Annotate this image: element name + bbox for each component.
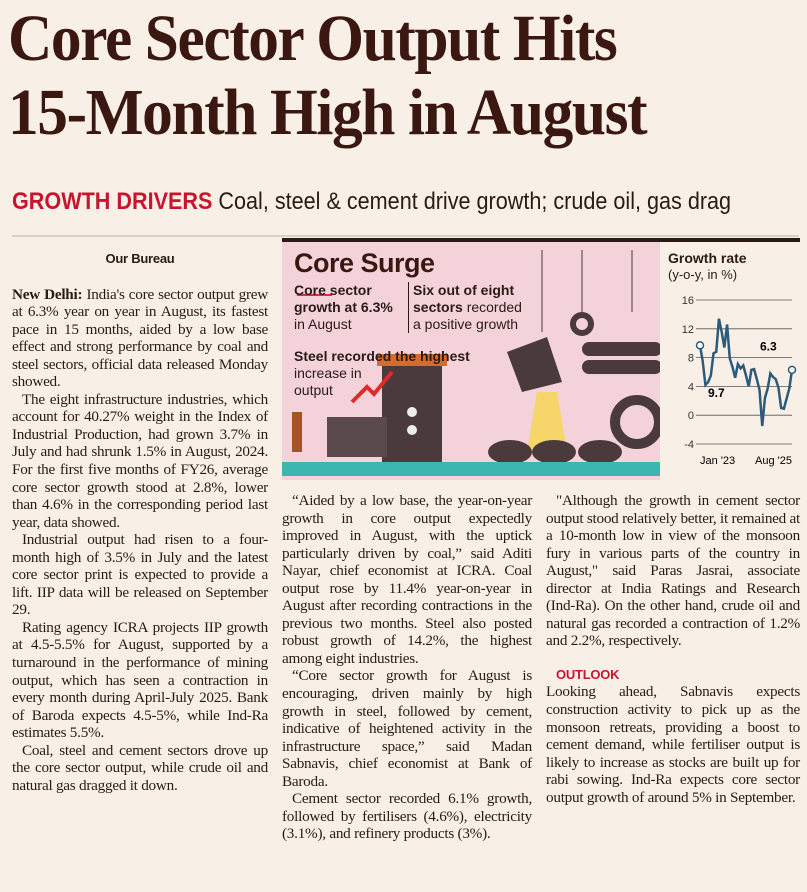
dateline: New Delhi: <box>12 285 83 303</box>
x-tick-label: Aug '25 <box>755 455 792 467</box>
y-tick-label: 4 <box>688 381 694 393</box>
stat-text: Steel recorded the highest <box>294 348 470 364</box>
y-tick-label: 12 <box>682 324 694 336</box>
y-tick-label: 16 <box>682 295 694 307</box>
headline: Core Sector Output Hits 15-Month High in… <box>8 2 747 150</box>
stat-text: a positive growth <box>413 316 519 332</box>
paragraph: Coal, steel and cement sectors drove up … <box>12 741 268 794</box>
paragraph: Industrial output had risen to a four-mo… <box>12 531 268 619</box>
stat-text: sectors <box>413 299 463 315</box>
series-line <box>698 318 794 427</box>
stat-sectors: Six out of eight sectors recorded a posi… <box>408 282 522 333</box>
stat-core-growth: Core sector growth at 6.3% in August <box>294 282 393 333</box>
stat-text: in August <box>294 316 352 332</box>
y-tick-label: 0 <box>688 410 694 422</box>
paragraph: New Delhi: India's core sector output gr… <box>12 286 268 391</box>
subheadline: GROWTH DRIVERS Coal, steel & cement driv… <box>12 188 731 216</box>
steel-plant-illustration <box>292 250 660 464</box>
headline-line-2: 15-Month High in August <box>8 76 648 149</box>
byline: Our Bureau <box>105 251 175 266</box>
paragraph: Looking ahead, Sabnavis expects construc… <box>546 683 800 806</box>
column-3: "Although the growth in cement sector ou… <box>546 492 800 806</box>
headline-line-1: Core Sector Output Hits <box>8 2 618 75</box>
infographic: Core Surge Core sector growth at 6.3% in… <box>282 238 800 480</box>
paragraph: “Core sector growth for August is encour… <box>282 667 532 790</box>
chart-plot: 16 12 8 4 0 -4 9.7 6.3 Jan '23 Aug '25 <box>682 295 797 467</box>
divider <box>12 235 799 237</box>
data-label: 6.3 <box>760 339 777 353</box>
chart-title: Growth rate <box>668 250 747 266</box>
paragraph: The eight infrastructure industries, whi… <box>12 390 268 531</box>
stat-steel: Steel recorded the highest increase in o… <box>294 348 470 399</box>
section-heading-outlook: OUTLOOK <box>556 666 620 682</box>
stat-text: Core sector <box>294 282 372 298</box>
growth-rate-chart: Growth rate (y-o-y, in %) 16 12 8 4 0 -4 9.7 6.… <box>660 242 800 480</box>
data-label: 9.7 <box>708 386 725 400</box>
paragraph: "Although the growth in cement sector ou… <box>546 492 801 650</box>
data-point <box>695 341 705 350</box>
paragraph: “Aided by a low base, the year-on-year g… <box>282 492 532 667</box>
y-tick-label: 8 <box>688 353 694 365</box>
stat-text: output <box>294 382 333 398</box>
paragraph: Rating agency ICRA projects IIP growth a… <box>12 618 268 742</box>
paragraph: Cement sector recorded 6.1% growth, foll… <box>282 790 532 843</box>
subhead-text: Coal, steel & cement drive growth; crude… <box>218 188 732 215</box>
stat-text: growth at <box>294 299 361 315</box>
chart-subtitle: (y-o-y, in %) <box>668 267 738 282</box>
data-point <box>787 365 797 375</box>
column-2: “Aided by a low base, the year-on-year g… <box>282 492 532 843</box>
stat-text: Six out of eight <box>413 282 515 298</box>
stat-text: recorded <box>462 299 522 315</box>
x-tick-label: Jan '23 <box>700 455 735 467</box>
column-1: Our Bureau New Delhi: India's core secto… <box>12 238 268 794</box>
paragraph-text: India's core sector output grew at 6.3% … <box>12 285 268 391</box>
kicker: GROWTH DRIVERS <box>12 188 213 215</box>
y-tick-label: -4 <box>684 439 694 451</box>
infographic-title: Core Surge <box>294 248 435 278</box>
stat-value: 6.3% <box>360 299 393 315</box>
stat-text: increase in <box>294 365 362 381</box>
